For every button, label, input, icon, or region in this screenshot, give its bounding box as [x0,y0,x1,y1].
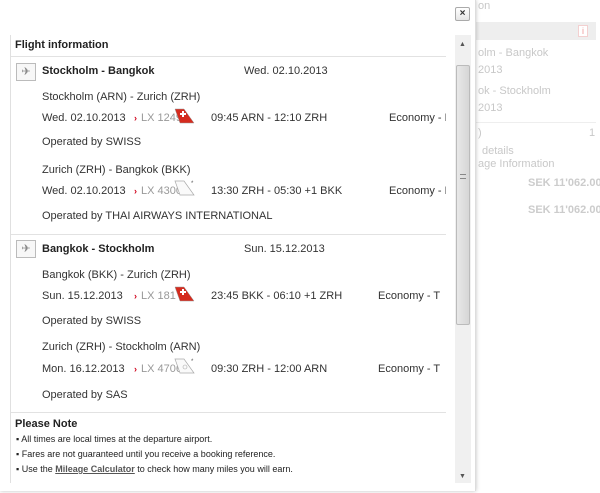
segment-class: Economy - M [389,112,446,124]
bg-mileage-link: age Information [478,158,555,170]
segment-route: Stockholm (ARN) - Zurich (ZRH) [42,91,201,103]
note-text: All times are local times at the departu… [21,434,213,444]
operated-by: Operated by THAI AIRWAYS INTERNATIONAL [42,210,273,222]
segment-date: Sun. 15.12.2013 [42,290,123,302]
segment-times: 09:45 ARN - 12:10 ZRH [211,112,328,124]
segment-times: 09:30 ZRH - 12:00 ARN [211,363,328,375]
bound-date: Sun. 15.12.2013 [244,243,325,255]
bg-seg1: olm - Bangkok [478,47,549,59]
operated-by: Operated by SWISS [42,136,142,148]
arrow-icon: › [134,291,137,301]
flight-number[interactable]: LX 4300 [141,185,182,197]
return-plane-icon: ✈ [16,240,36,258]
note-item: ▪ Fares are not guaranteed until you rec… [16,449,276,459]
departure-plane-icon: ✈ [16,63,36,81]
bg-seg2: ok - Stockholm [478,85,551,97]
segment-times: 23:45 BKK - 06:10 +1 ZRH [211,290,343,302]
segment-class: Economy - T [378,363,441,375]
operated-by: Operated by SAS [42,389,128,401]
bg-paren: ) [478,127,482,139]
arrow-icon: › [134,113,137,123]
scroll-up-icon[interactable]: ▲ [459,41,466,48]
bound-route: Stockholm - Bangkok [42,65,155,77]
note-item: ▪ Use the Mileage Calculator to check ho… [16,464,293,474]
arrow-icon: › [134,364,137,374]
note-item: ▪ All times are local times at the depar… [16,434,213,444]
divider [11,412,446,413]
flight-number[interactable]: LX 181 [141,290,176,302]
note-text: Use the [21,464,56,474]
bound-route: Bangkok - Stockholm [42,243,155,255]
bg-seg1-date: 2013 [478,64,503,76]
svg-text:*: * [191,181,194,187]
scroll-down-icon[interactable]: ▼ [459,473,466,480]
bound-date: Wed. 02.10.2013 [244,65,328,77]
note-title: Please Note [15,418,78,430]
flight-number[interactable]: LX 1249 [141,112,182,124]
divider [476,122,596,123]
bg-details-link: details [482,145,514,157]
operated-by: Operated by SWISS [42,315,142,327]
note-text: Fares are not guaranteed until you recei… [21,449,276,459]
segment-date: Wed. 02.10.2013 [42,112,126,124]
divider [11,234,446,235]
svg-text:*: * [191,359,194,365]
flight-number[interactable]: LX 4706 [141,363,182,375]
segment-class: Economy - M [389,185,446,197]
segment-route: Zurich (ZRH) - Bangkok (BKK) [42,164,191,176]
info-icon: i [578,25,588,37]
background-page: on i olm - Bangkok 2013 ok - Stockholm 2… [476,0,600,493]
scrollbar[interactable]: ▲ ▼ [455,35,471,483]
codeshare-tail-icon: * [174,358,195,374]
bg-price1: SEK 11'062.00 [528,177,600,189]
segment-date: Mon. 16.12.2013 [42,363,125,375]
swiss-tail-icon [174,286,195,302]
please-note-section: Please Note ▪ All times are local times … [11,413,446,483]
segment-date: Wed. 02.10.2013 [42,185,126,197]
segment-route: Bangkok (BKK) - Zurich (ZRH) [42,269,191,281]
segment-route: Zurich (ZRH) - Stockholm (ARN) [42,341,201,353]
modal-content: Flight information ✈ Stockholm - Bangkok… [10,35,446,483]
flight-info-modal: × Flight information ✈ Stockholm - Bangk… [10,0,476,491]
swiss-tail-icon [174,108,195,124]
scrollbar-thumb[interactable] [456,65,470,325]
arrow-icon: › [134,186,137,196]
codeshare-tail-icon: * [174,180,195,196]
segment-class: Economy - T [378,290,441,302]
grip-icon [460,174,466,179]
bg-seg2-date: 2013 [478,102,503,114]
bg-header-bar: i [476,22,596,40]
note-text: to check how many miles you will earn. [134,464,293,474]
bg-price2: SEK 11'062.00 [528,204,600,216]
divider [11,56,446,57]
mileage-calculator-link[interactable]: Mileage Calculator [55,464,135,474]
modal-title: Flight information [15,39,109,51]
bg-count: 1 [589,127,596,139]
bg-title: on [478,0,491,12]
close-button[interactable]: × [455,7,470,21]
segment-times: 13:30 ZRH - 05:30 +1 BKK [211,185,343,197]
